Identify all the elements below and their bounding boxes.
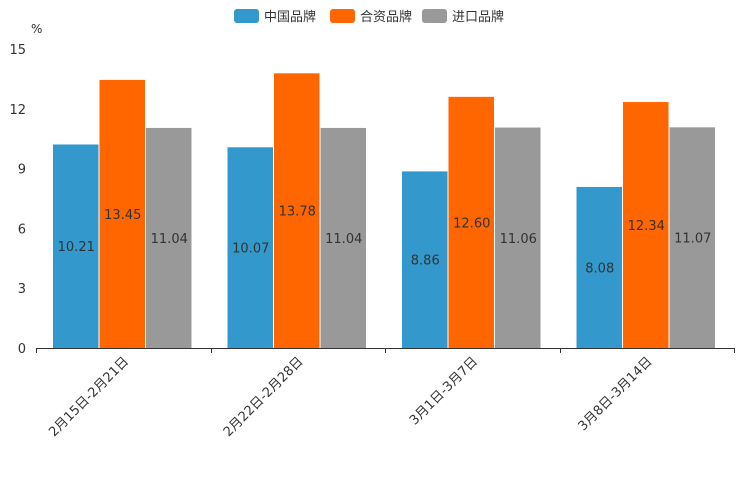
y-tick-label: 0 bbox=[18, 342, 26, 357]
legend-item[interactable]: 进口品牌 bbox=[422, 9, 504, 25]
bar bbox=[146, 127, 192, 348]
x-tick-label: 3月1日-3月7日 bbox=[407, 354, 481, 428]
x-tick-label: 2月15日-2月21日 bbox=[46, 354, 132, 440]
x-tick-label: 3月8日-3月14日 bbox=[576, 354, 656, 434]
legend: 中国品牌 合资品牌 进口品牌 bbox=[234, 9, 504, 25]
data-label: 13.45 bbox=[104, 208, 141, 223]
legend-item[interactable]: 中国品牌 bbox=[234, 9, 316, 25]
y-tick-label: 6 bbox=[18, 222, 26, 237]
bar bbox=[623, 102, 669, 348]
bar bbox=[448, 96, 494, 348]
data-label: 11.04 bbox=[325, 232, 362, 247]
x-axis: 2月15日-2月21日 2月22日-2月28日 3月1日-3月7日 3月8日-3月14… bbox=[36, 348, 735, 440]
data-label: 13.78 bbox=[279, 205, 316, 220]
bar bbox=[227, 147, 273, 348]
legend-label: 进口品牌 bbox=[452, 9, 504, 25]
bar bbox=[53, 144, 99, 348]
bars bbox=[53, 73, 715, 349]
legend-swatch bbox=[422, 9, 447, 23]
data-label: 8.08 bbox=[585, 261, 614, 276]
data-label: 12.34 bbox=[628, 219, 665, 234]
bar bbox=[402, 171, 448, 348]
legend-label: 合资品牌 bbox=[360, 9, 412, 25]
y-tick-label: 12 bbox=[9, 103, 26, 118]
bar bbox=[495, 127, 541, 349]
y-axis-ticks: 0 3 6 9 12 15 bbox=[9, 43, 26, 357]
legend-label: 中国品牌 bbox=[264, 9, 316, 25]
data-label: 11.06 bbox=[500, 232, 537, 247]
data-label: 11.07 bbox=[674, 232, 711, 247]
y-tick-label: 15 bbox=[9, 43, 26, 58]
bar bbox=[669, 127, 715, 348]
data-label: 8.86 bbox=[411, 254, 440, 269]
legend-swatch bbox=[330, 9, 355, 23]
bar bbox=[576, 186, 622, 348]
y-tick-label: 9 bbox=[18, 163, 26, 178]
x-tick-label: 2月22日-2月28日 bbox=[221, 354, 307, 440]
data-label: 10.21 bbox=[58, 240, 95, 255]
legend-item[interactable]: 合资品牌 bbox=[330, 9, 412, 25]
data-label: 11.04 bbox=[151, 232, 188, 247]
bar bbox=[274, 73, 320, 348]
data-label: 12.60 bbox=[453, 216, 490, 231]
y-tick-label: 3 bbox=[18, 282, 26, 297]
legend-swatch bbox=[234, 9, 259, 23]
bar bbox=[320, 127, 366, 348]
y-axis-unit-label: % bbox=[31, 22, 42, 36]
data-label: 10.07 bbox=[232, 242, 269, 257]
data-labels: 10.21 13.45 11.04 10.07 13.78 11.04 8.86 12.60 1… bbox=[58, 205, 712, 277]
bar bbox=[99, 79, 145, 348]
